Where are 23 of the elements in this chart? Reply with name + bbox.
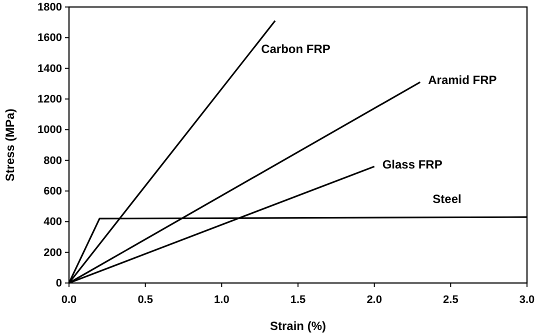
x-tick-label: 2.0	[366, 294, 382, 306]
y-tick-label: 0	[56, 278, 62, 290]
x-axis-title: Strain (%)	[270, 319, 326, 333]
y-axis-title: Stress (MPa)	[3, 108, 17, 182]
series-label: Glass FRP	[382, 157, 442, 172]
y-tick-label: 200	[44, 246, 62, 259]
x-tick-label: 0.5	[138, 294, 153, 306]
series-label: Steel	[432, 192, 462, 206]
y-tick-label: 1400	[38, 62, 62, 75]
y-tick-label: 1000	[38, 124, 62, 136]
x-tick-label: 1.5	[290, 294, 306, 306]
y-tick-label: 400	[44, 216, 62, 228]
y-tick-label: 600	[44, 186, 62, 198]
y-tick-label: 1200	[38, 94, 62, 106]
x-tick-label: 1.0	[214, 294, 230, 306]
x-tick-label: 0.0	[61, 294, 77, 306]
x-tick-label: 3.0	[519, 294, 535, 306]
series-label: Carbon FRP	[261, 42, 330, 56]
y-tick-label: 800	[44, 154, 62, 167]
series-label: Aramid FRP	[428, 73, 497, 88]
y-tick-label: 1800	[38, 2, 62, 14]
x-tick-label: 2.5	[443, 294, 458, 306]
y-tick-label: 1600	[38, 32, 62, 44]
